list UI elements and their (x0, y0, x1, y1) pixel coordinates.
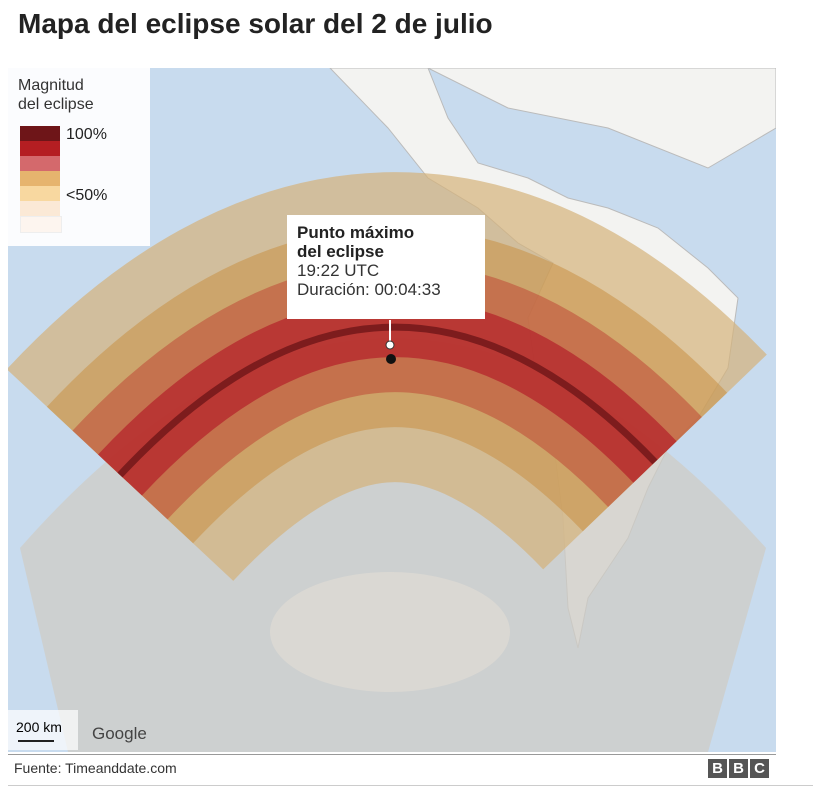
source: Fuente: Timeanddate.com (14, 760, 177, 776)
legend-title-line: Magnitud (18, 77, 84, 94)
attribution: Google (92, 724, 147, 743)
callout-dot (385, 340, 395, 350)
land (427, 68, 776, 169)
legend-swatch (20, 186, 60, 201)
logo-letter: B (729, 759, 748, 778)
callout-duration: Duración: 00:04:33 (297, 280, 441, 299)
inner-band (270, 572, 510, 692)
scale-bar (18, 740, 54, 742)
legend: Magnitud del eclipse 100% <50% (8, 68, 150, 246)
legend-swatch (20, 201, 60, 216)
legend-swatch (20, 216, 62, 233)
logo-letter: C (750, 759, 769, 778)
legend-swatch (20, 156, 60, 171)
scale-label: 200 km (16, 719, 62, 735)
map (8, 68, 776, 752)
callout: Punto máximo del eclipse 19:22 UTC Durac… (287, 215, 485, 319)
footer-rule (8, 754, 776, 755)
legend-title: Magnitud del eclipse (18, 76, 94, 114)
bottom-rule (8, 785, 813, 786)
callout-title: Punto máximo (297, 223, 415, 242)
scale-box: 200 km (8, 710, 78, 750)
legend-swatch (20, 126, 60, 141)
logo: B B C (708, 759, 769, 778)
callout-time: 19:22 UTC (297, 261, 380, 280)
legend-swatch (20, 141, 60, 156)
totality-path (117, 323, 658, 478)
legend-swatch (20, 171, 60, 186)
legend-title-line: del eclipse (18, 96, 94, 113)
legend-label: 100% (66, 126, 107, 143)
max-point (386, 354, 396, 364)
callout-title: del eclipse (297, 242, 384, 261)
legend-label: <50% (66, 187, 108, 204)
title: Mapa del eclipse solar del 2 de julio (18, 8, 493, 39)
logo-letter: B (708, 759, 727, 778)
